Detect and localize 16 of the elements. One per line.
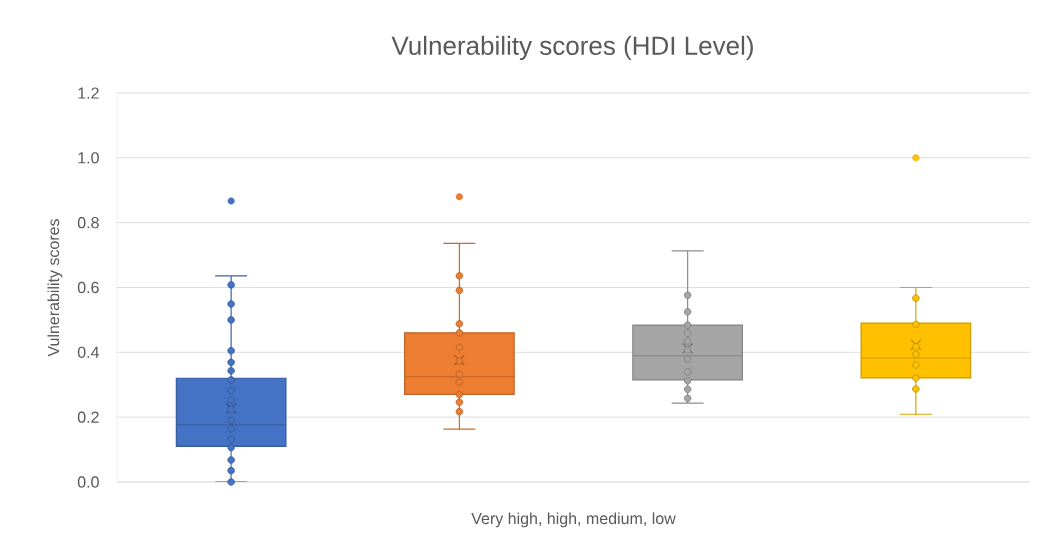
y-tick-label: 0.2 <box>77 411 99 423</box>
point <box>227 456 235 464</box>
point <box>227 478 235 486</box>
point <box>227 466 235 475</box>
x-axis-title: Very high, high, medium, low <box>471 512 676 528</box>
y-tick-label: 1.0 <box>78 152 99 164</box>
y-tick-label: 0.0 <box>77 476 99 488</box>
y-axis-title: Vulnerability scores <box>47 219 63 357</box>
point <box>227 425 235 433</box>
y-tick-label: 1.2 <box>78 87 99 99</box>
y-tick-label: 0.6 <box>77 281 99 294</box>
y-tick-label: 0.8 <box>77 217 99 229</box>
point <box>227 443 235 452</box>
point <box>227 435 235 443</box>
chart-title: Vulnerability scores (HDI Level) <box>391 35 753 61</box>
y-tick-label: 0.4 <box>77 346 99 358</box>
